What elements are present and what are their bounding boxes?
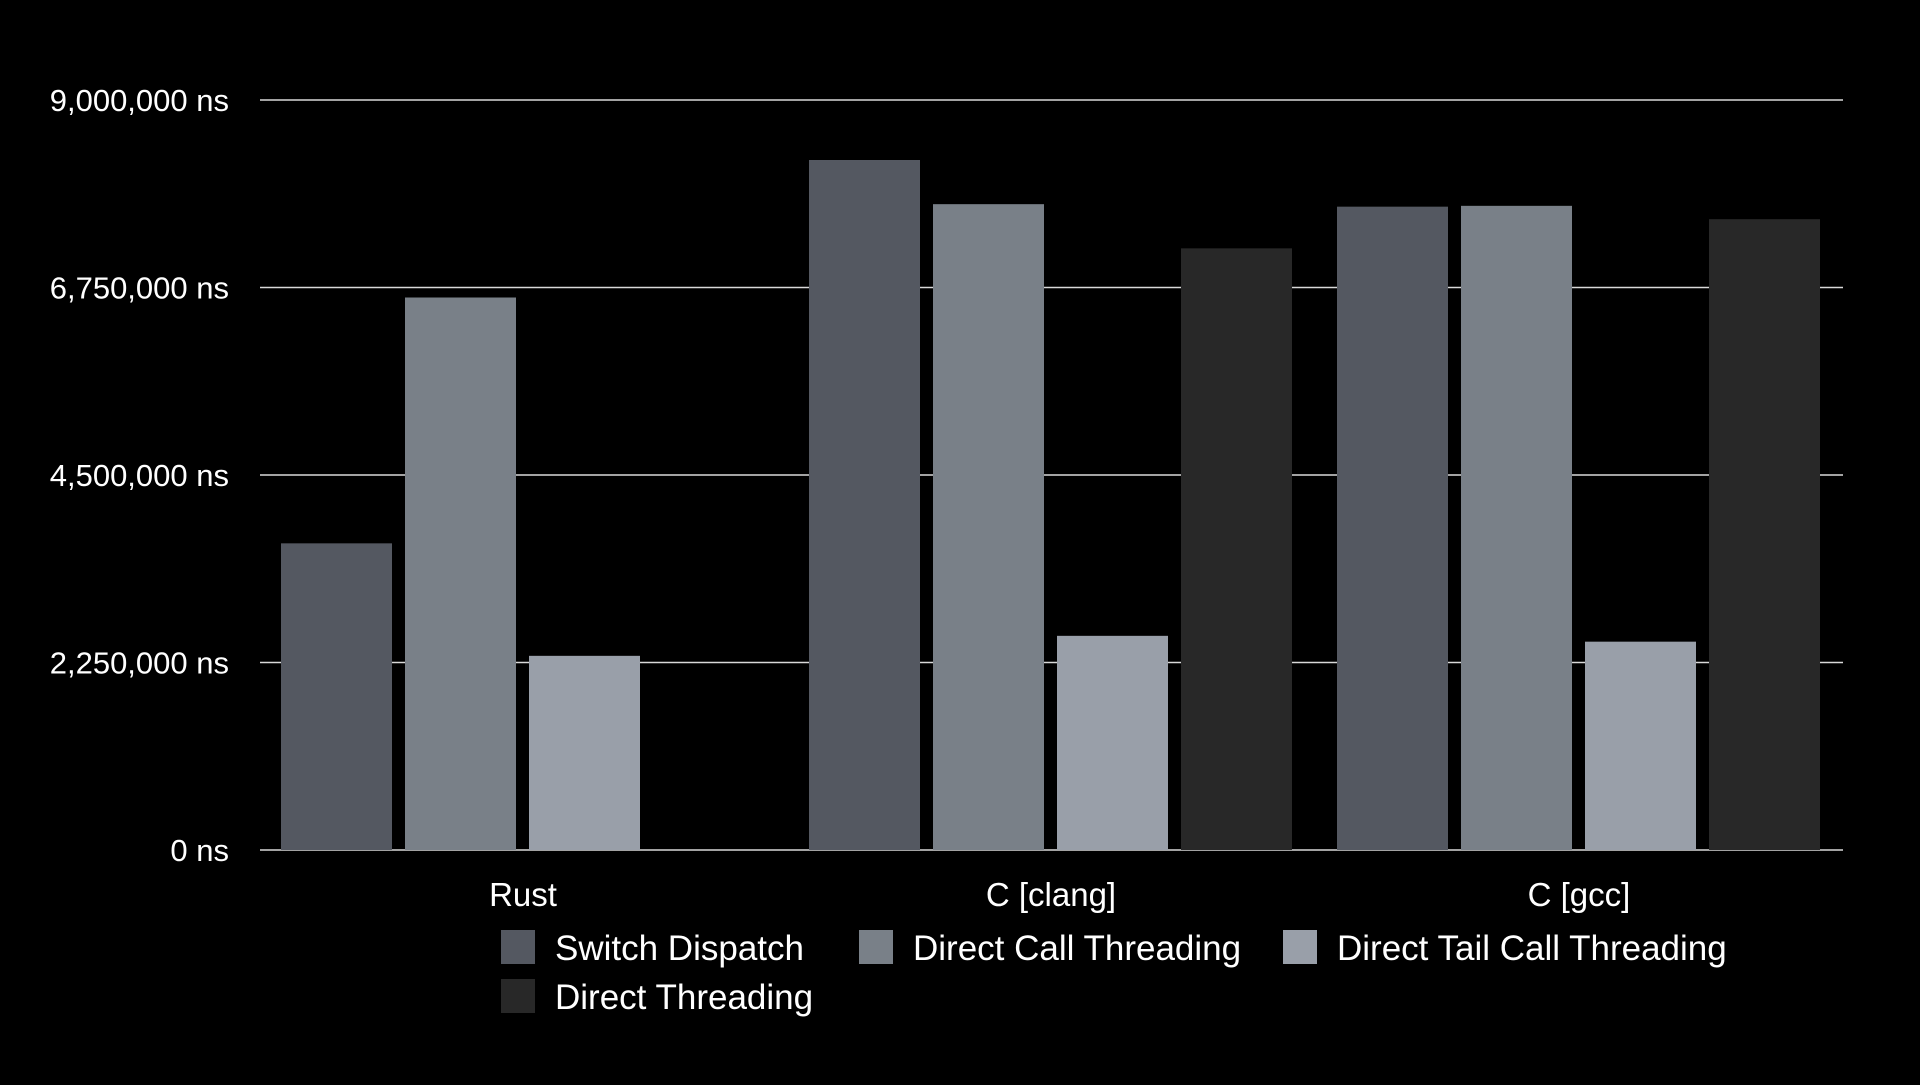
- legend-swatch: [501, 930, 535, 964]
- x-tick-label: C [clang]: [986, 876, 1116, 913]
- y-tick-label: 9,000,000 ns: [50, 83, 229, 118]
- y-tick-label: 6,750,000 ns: [50, 271, 229, 306]
- legend-label: Direct Threading: [555, 978, 813, 1017]
- legend-swatch: [859, 930, 893, 964]
- bar-direct-call-threading-1: [933, 204, 1044, 850]
- legend: Switch Dispatch Direct Call Threading Dire…: [501, 929, 1727, 1017]
- bar-switch-dispatch-2: [1337, 206, 1448, 850]
- bar-direct-call-threading-0: [405, 297, 516, 850]
- y-tick-label: 2,250,000 ns: [50, 646, 229, 681]
- bar-direct-threading-2: [1709, 219, 1820, 850]
- legend-label: Direct Tail Call Threading: [1337, 929, 1727, 968]
- bar-direct-threading-1: [1181, 248, 1292, 851]
- legend-item: Direct Call Threading: [859, 929, 1241, 968]
- bar-direct-tail-call-threading-0: [529, 655, 640, 850]
- gridlines: [260, 99, 1843, 851]
- legend-swatch: [1283, 930, 1317, 964]
- x-axis-ticks: Rust C [clang] C [gcc]: [489, 876, 1630, 913]
- bar-switch-dispatch-1: [809, 160, 920, 850]
- bar-direct-tail-call-threading-1: [1057, 635, 1168, 850]
- legend-item: Direct Tail Call Threading: [1283, 929, 1727, 968]
- y-tick-label: 0 ns: [170, 833, 229, 868]
- bar-direct-tail-call-threading-2: [1585, 641, 1696, 850]
- bars: [281, 160, 1820, 851]
- x-tick-label: Rust: [489, 876, 557, 913]
- y-tick-label: 4,500,000 ns: [50, 458, 229, 493]
- legend-swatch: [501, 979, 535, 1013]
- legend-item: Switch Dispatch: [501, 929, 804, 968]
- x-tick-label: C [gcc]: [1528, 876, 1631, 913]
- bar-direct-call-threading-2: [1461, 205, 1572, 851]
- legend-label: Direct Call Threading: [913, 929, 1241, 968]
- y-axis-ticks: 0 ns 2,250,000 ns 4,500,000 ns 6,750,000 ns…: [50, 83, 229, 868]
- bar-switch-dispatch-0: [281, 543, 392, 850]
- legend-item: Direct Threading: [501, 978, 813, 1017]
- legend-label: Switch Dispatch: [555, 929, 804, 968]
